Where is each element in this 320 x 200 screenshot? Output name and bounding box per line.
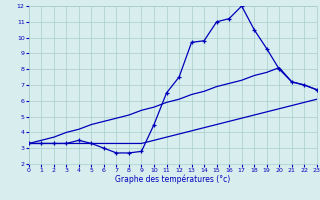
X-axis label: Graphe des températures (°c): Graphe des températures (°c) [115, 175, 230, 184]
